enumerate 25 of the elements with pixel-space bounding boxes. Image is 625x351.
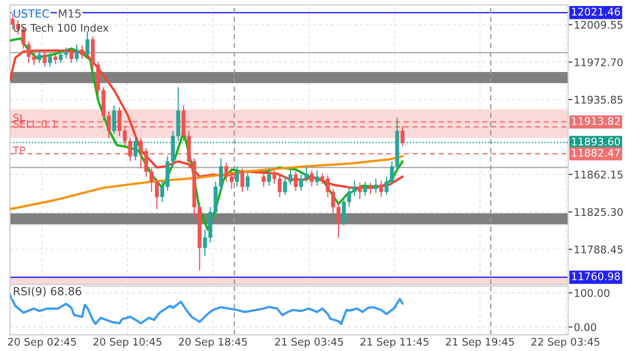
ref-line-label: 11882.47 bbox=[572, 148, 620, 157]
y-tick-label: 11935.85 bbox=[574, 96, 622, 104]
y-tick-label: 0.00 bbox=[574, 323, 596, 332]
ref-line-label: 11913.82 bbox=[572, 117, 620, 125]
ref-line-label: 11760.98 bbox=[572, 272, 620, 280]
x-tick-label: 20 Sep 10:45 bbox=[94, 338, 162, 348]
y-tick-label: 11825.30 bbox=[574, 208, 623, 216]
ref-line-label: 11893.60 bbox=[572, 138, 620, 146]
y-tick-label: 11862.15 bbox=[574, 170, 622, 179]
chart-title: USTEC bbox=[14, 9, 49, 18]
annotation: TP bbox=[12, 146, 26, 154]
x-tick-label: 20 Sep 02:45 bbox=[8, 338, 76, 348]
annotation: SELL 0.1 bbox=[13, 120, 56, 128]
x-tick-label: 22 Sep 03:45 bbox=[531, 338, 600, 348]
ref-line-label: 12021.46 bbox=[572, 8, 620, 16]
y-tick-label: 11788.45 bbox=[574, 246, 622, 254]
x-tick-label: 20 Sep 18:45 bbox=[178, 338, 247, 348]
chart-subtitle: M15 bbox=[58, 9, 81, 18]
chart-title: RSI(9) 68.86 bbox=[14, 286, 82, 297]
y-tick-label: 11972.70 bbox=[574, 58, 623, 66]
x-tick-label: 21 Sep 11:45 bbox=[360, 338, 428, 348]
y-tick-label: 100.00 bbox=[574, 289, 610, 297]
x-tick-label: 21 Sep 19:45 bbox=[446, 338, 514, 348]
y-tick-label: 12009.55 bbox=[574, 20, 622, 29]
x-tick-label: 21 Sep 03:45 bbox=[275, 338, 343, 348]
